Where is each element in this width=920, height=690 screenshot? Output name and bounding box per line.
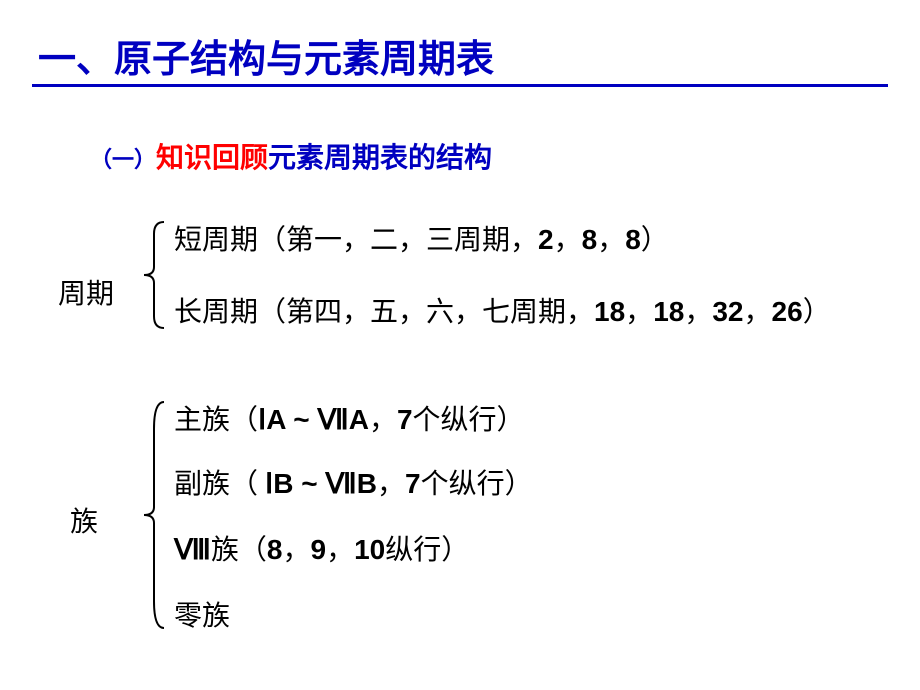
- subtitle-prefix: （一）: [90, 147, 156, 172]
- period-brace-icon: [140, 220, 168, 330]
- text-part: 18: [653, 296, 684, 327]
- content-line: 副族（ ⅠB ~ ⅦB，7个纵行）: [174, 462, 533, 502]
- content-line: 长周期（第四，五，六，七周期，18，18，32，26）: [174, 290, 831, 330]
- text-part: 短周期（第一，二，三周期，: [174, 225, 538, 256]
- subtitle: （一）知识回顾元素周期表的结构: [90, 136, 492, 176]
- text-part: 族（: [211, 535, 267, 566]
- text-part: 8: [625, 224, 641, 255]
- text-part: 8: [267, 534, 283, 565]
- group-label-text: 族: [70, 507, 98, 538]
- text-part: 7: [405, 468, 421, 499]
- text-part: ⅠA ~ ⅦA: [258, 404, 369, 435]
- text-part: Ⅷ: [174, 534, 211, 565]
- text-part: 18: [594, 296, 625, 327]
- group-brace-icon: [140, 400, 168, 630]
- subtitle-highlight: 知识回顾: [156, 142, 268, 173]
- text-part: ，: [744, 297, 772, 328]
- text-part: ）: [803, 297, 831, 328]
- text-part: 2: [538, 224, 554, 255]
- text-part: 主族（: [174, 405, 258, 436]
- text-part: 长周期（第四，五，六，七周期，: [174, 297, 594, 328]
- text-part: ⅠB ~ ⅦB: [265, 468, 377, 499]
- content-line: 零族: [174, 594, 230, 634]
- text-part: ，: [369, 405, 397, 436]
- text-part: 7: [397, 404, 413, 435]
- title-underline: [32, 84, 888, 87]
- text-part: 10: [354, 534, 385, 565]
- text-part: 副族（: [174, 469, 265, 500]
- content-line: 短周期（第一，二，三周期，2，8，8）: [174, 218, 669, 258]
- text-part: 个纵行）: [413, 405, 525, 436]
- text-part: 26: [772, 296, 803, 327]
- text-part: 9: [310, 534, 326, 565]
- text-part: 个纵行）: [421, 469, 533, 500]
- text-part: ，: [326, 535, 354, 566]
- text-part: ）: [641, 225, 669, 256]
- text-part: ，: [597, 225, 625, 256]
- content-line: Ⅷ族（8，9，10纵行）: [174, 528, 469, 568]
- text-part: ，: [625, 297, 653, 328]
- period-label-text: 周期: [58, 279, 114, 310]
- text-part: 8: [582, 224, 598, 255]
- page-title: 一、原子结构与元素周期表: [38, 28, 494, 83]
- text-part: ，: [377, 469, 405, 500]
- text-part: 零族: [174, 601, 230, 632]
- period-label: 周期: [58, 272, 114, 312]
- title-text: 一、原子结构与元素周期表: [38, 39, 494, 81]
- text-part: 纵行）: [385, 535, 469, 566]
- content-line: 主族（ⅠA ~ ⅦA，7个纵行）: [174, 398, 525, 438]
- text-part: 32: [712, 296, 743, 327]
- text-part: ，: [684, 297, 712, 328]
- text-part: ，: [282, 535, 310, 566]
- text-part: ，: [554, 225, 582, 256]
- group-label: 族: [70, 500, 98, 540]
- subtitle-rest: 元素周期表的结构: [268, 142, 492, 173]
